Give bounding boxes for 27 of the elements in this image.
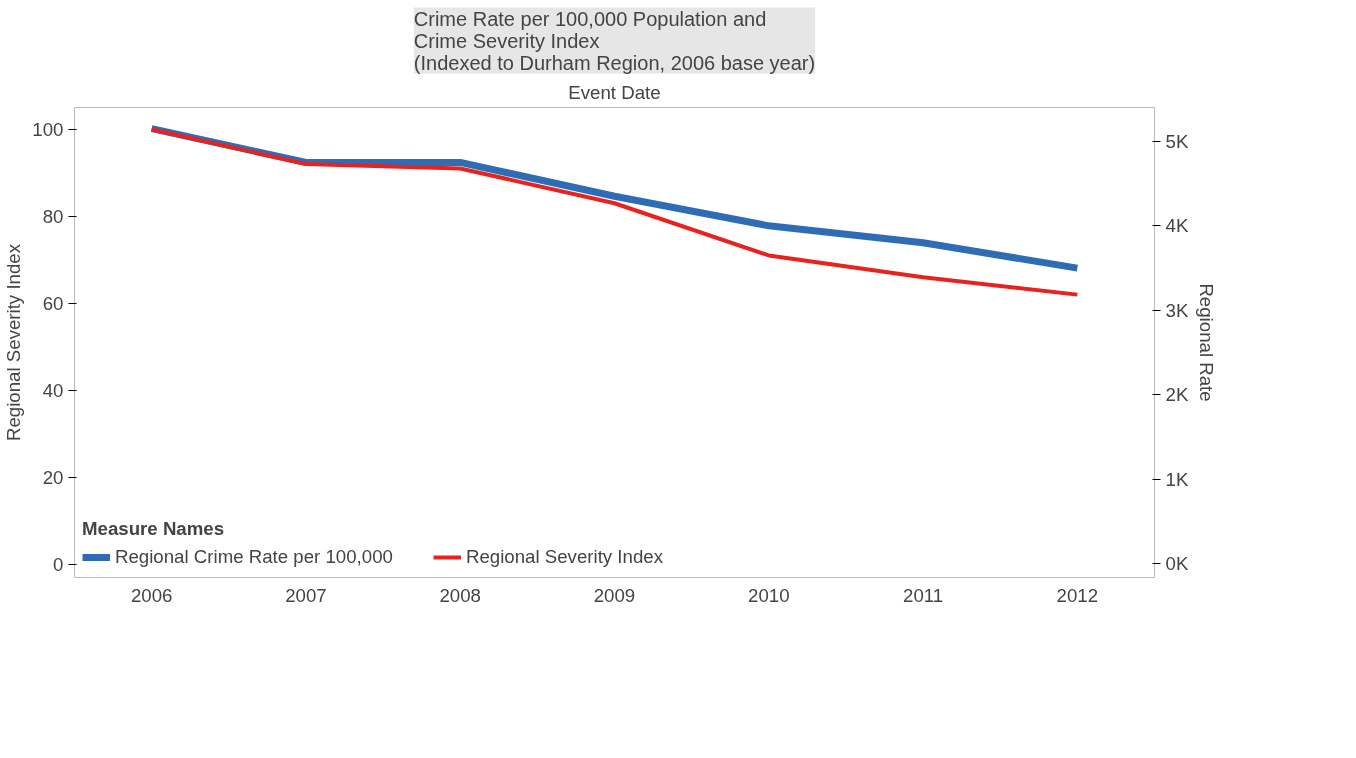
y-axis-title: Regional Severity Index — [3, 243, 25, 442]
x-tick-label: 2006 — [130, 584, 173, 606]
x-axis-title: Event Date — [568, 81, 661, 103]
x-tick-label: 2010 — [748, 584, 790, 606]
y2-tick-label: 5K — [1165, 130, 1189, 152]
y2-axis-title: Regional Rate — [1196, 283, 1218, 402]
legend-label: Regional Severity Index — [465, 546, 663, 568]
legend-title: Measure Names — [82, 518, 226, 540]
y-tick-label: 20 — [42, 466, 64, 488]
line-series — [149, 127, 1080, 297]
x-tick-label: 2007 — [285, 584, 327, 606]
x-tick-label: 2009 — [593, 584, 636, 606]
y2-tick-label: 4K — [1165, 215, 1189, 237]
y-tick-label: 60 — [42, 292, 64, 314]
y-tick-label: 100 — [32, 118, 64, 140]
y-tick-label: 80 — [42, 205, 64, 227]
x-tick-label: 2011 — [903, 584, 944, 606]
y2-tick-label: 2K — [1165, 384, 1189, 406]
x-tick-label: 2008 — [439, 584, 481, 606]
y2-tick-label: 3K — [1165, 299, 1189, 321]
y-tick-label: 0 — [53, 553, 64, 575]
legend-label: Regional Crime Rate per 100,000 — [115, 546, 393, 568]
chart-title: Crime Rate per 100,000 Population and Crime Severity Index (Indexed to Durham Region, 2006 base year) — [413, 7, 816, 74]
x-tick-label: 2012 — [1056, 584, 1099, 606]
y2-tick-label: 0K — [1165, 553, 1189, 575]
y-tick-label: 40 — [42, 379, 64, 401]
y2-tick-label: 1K — [1165, 468, 1189, 490]
